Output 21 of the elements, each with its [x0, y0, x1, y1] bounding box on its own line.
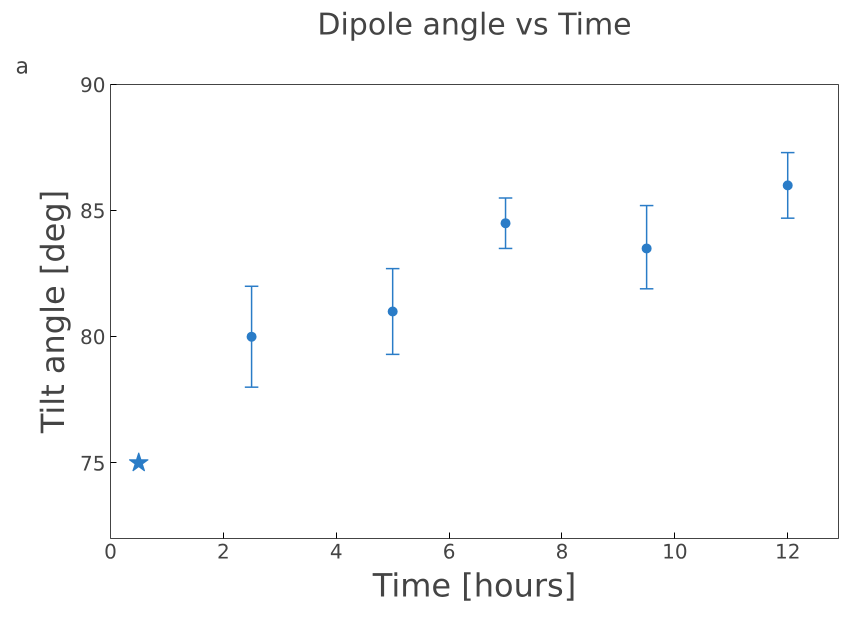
x-tick-label: 0	[104, 540, 117, 564]
point	[642, 243, 652, 254]
x-axis-title: Time [hours]	[372, 566, 576, 604]
point	[500, 218, 511, 228]
point	[782, 180, 793, 190]
y-tick-label: 75	[80, 451, 106, 476]
point	[388, 306, 398, 316]
x-tick-label: 8	[556, 540, 568, 564]
text: a	[16, 54, 29, 80]
x-tick-label: 4	[330, 540, 343, 564]
y-tick-label: 90	[80, 73, 106, 97]
x-tick-label: 2	[217, 540, 230, 564]
chart-title: Dipole angle vs Time	[317, 8, 632, 42]
point	[246, 332, 257, 342]
y-tick-label: 80	[80, 325, 106, 350]
y-axis-title: Tilt angle [deg]	[34, 190, 72, 434]
x-tick-label: 6	[442, 540, 456, 564]
x-tick-label: 12	[774, 540, 800, 564]
x-tick-label: 10	[662, 540, 688, 564]
point	[128, 452, 149, 472]
y-tick-label: 85	[80, 199, 106, 224]
